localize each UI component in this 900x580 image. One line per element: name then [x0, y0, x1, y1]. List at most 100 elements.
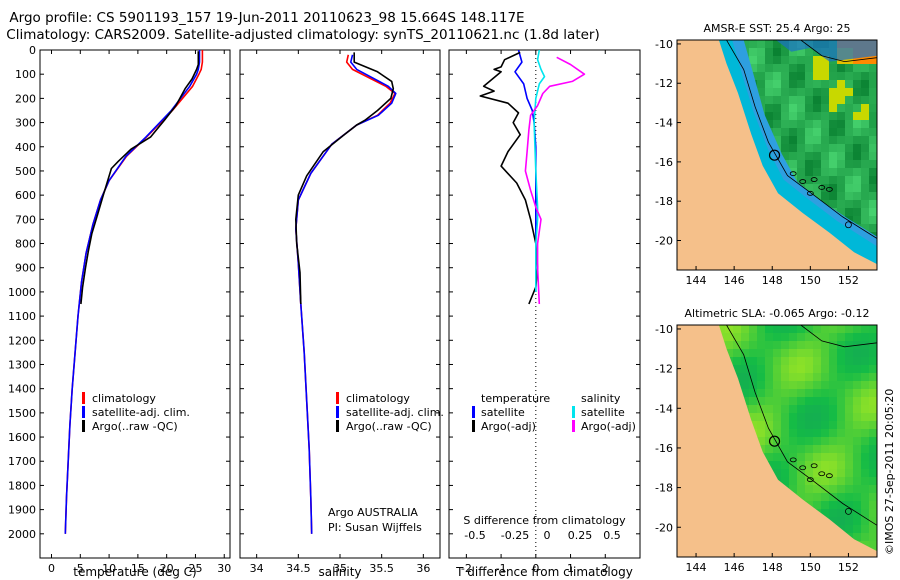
ocean-cell — [837, 80, 845, 88]
ocean-cell — [789, 349, 797, 357]
ocean-cell — [821, 397, 829, 405]
ocean-cell — [869, 413, 877, 421]
map-y-tick-label: -10 — [655, 323, 673, 336]
ocean-cell — [813, 381, 821, 389]
secondary-x-axis-label: S difference from climatology — [463, 514, 626, 527]
ocean-cell — [749, 405, 757, 413]
map-x-tick-label: 144 — [686, 561, 707, 574]
ocean-cell — [741, 349, 749, 357]
legend-swatch-climatology — [336, 392, 339, 404]
ocean-cell — [821, 96, 829, 104]
ocean-cell — [861, 168, 869, 176]
ocean-cell — [869, 381, 877, 389]
ocean-cell — [837, 168, 845, 176]
ocean-cell — [837, 445, 845, 453]
ocean-cell — [789, 373, 797, 381]
ocean-cell — [853, 136, 861, 144]
ocean-cell — [773, 445, 781, 453]
ocean-cell — [837, 461, 845, 469]
ocean-cell — [757, 88, 765, 96]
ocean-cell — [789, 56, 797, 64]
ocean-cell — [781, 64, 789, 72]
ocean-cell — [829, 88, 837, 96]
ocean-cell — [869, 405, 877, 413]
ocean-cell — [797, 96, 805, 104]
ocean-cell — [845, 136, 853, 144]
legend-swatch-climatology — [82, 392, 85, 404]
ocean-cell — [781, 381, 789, 389]
ocean-cell — [853, 112, 861, 120]
ocean-cell — [773, 397, 781, 405]
ocean-cell — [757, 437, 765, 445]
ocean-cell — [797, 493, 805, 501]
ocean-cell — [845, 200, 853, 208]
ocean-cell — [821, 325, 829, 333]
ocean-cell — [853, 517, 861, 525]
ocean-cell — [853, 168, 861, 176]
series-line-argo-adj-temperature- — [479, 51, 539, 305]
y-tick-label: 1700 — [8, 455, 36, 468]
ocean-cell — [861, 216, 869, 224]
ocean-cell — [765, 389, 773, 397]
ocean-cell — [845, 192, 853, 200]
ocean-cell — [797, 325, 805, 333]
credit-line1: Argo AUSTRALIA — [328, 506, 418, 519]
ocean-cell — [773, 365, 781, 373]
ocean-cell — [805, 88, 813, 96]
ocean-cell — [869, 88, 877, 96]
ocean-cell — [781, 136, 789, 144]
sst-map-panel: AMSR-E SST: 25.4 Argo: 25 144 146 148 150 152… — [655, 22, 878, 287]
ocean-cell — [813, 469, 821, 477]
ocean-cell — [837, 349, 845, 357]
ocean-cell — [829, 453, 837, 461]
ocean-cell — [845, 88, 853, 96]
ocean-cell — [829, 72, 837, 80]
reef-outline — [810, 177, 818, 182]
ocean-cell — [813, 397, 821, 405]
ocean-cell — [821, 365, 829, 373]
ocean-cell — [869, 389, 877, 397]
ocean-cell — [781, 365, 789, 373]
ocean-cell — [813, 184, 821, 192]
ocean-cell — [853, 64, 861, 72]
ocean-cell — [837, 325, 845, 333]
ocean-cell — [837, 144, 845, 152]
x-tick-label: 34.5 — [286, 562, 311, 575]
plot-frame — [39, 49, 231, 559]
ocean-cell — [821, 437, 829, 445]
ocean-cell — [805, 176, 813, 184]
ocean-cell — [805, 413, 813, 421]
ocean-cell — [757, 96, 765, 104]
ocean-cell — [853, 485, 861, 493]
ocean-cell — [797, 56, 805, 64]
ocean-cell — [813, 96, 821, 104]
ocean-cell — [757, 389, 765, 397]
ocean-cell — [781, 405, 789, 413]
ocean-cell — [805, 168, 813, 176]
ocean-cell — [853, 493, 861, 501]
map-y-tick-label: -12 — [655, 363, 673, 376]
x-tick-label: 35 — [333, 562, 347, 575]
ocean-cell — [853, 453, 861, 461]
argo-float-marker — [768, 435, 781, 447]
ocean-cell — [821, 168, 829, 176]
ocean-cell — [749, 413, 757, 421]
reef-outline — [799, 179, 807, 184]
ocean-cell — [781, 477, 789, 485]
map-layer — [677, 40, 877, 270]
ocean-cell — [845, 469, 853, 477]
ocean-cell — [845, 112, 853, 120]
ocean-cell — [773, 421, 781, 429]
ocean-cell — [813, 357, 821, 365]
bathymetry-contour — [800, 325, 877, 348]
ocean-cell — [861, 136, 869, 144]
ocean-cell — [741, 381, 749, 389]
figure-title-line2: Climatology: CARS2009. Satellite-adjuste… — [6, 27, 600, 43]
ocean-cell — [861, 349, 869, 357]
ocean-cell — [773, 112, 781, 120]
ocean-cell — [829, 96, 837, 104]
ocean-cell — [853, 413, 861, 421]
ocean-cell — [837, 477, 845, 485]
ocean-cell — [869, 469, 877, 477]
ocean-cell — [813, 80, 821, 88]
